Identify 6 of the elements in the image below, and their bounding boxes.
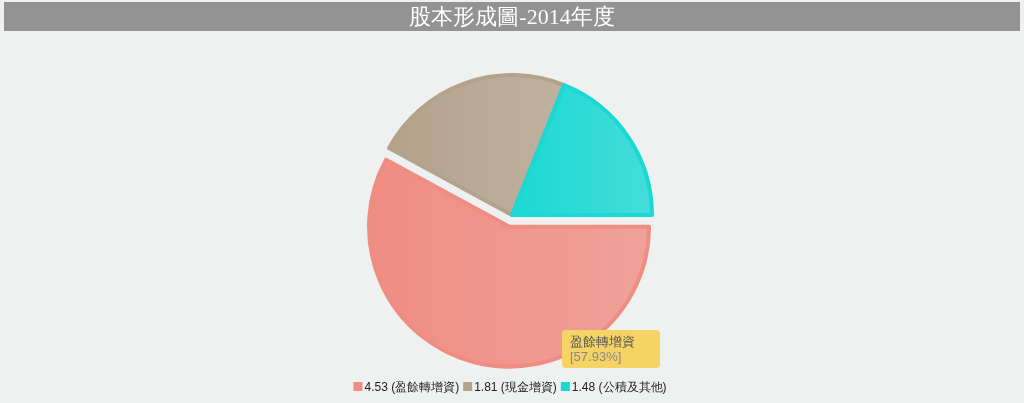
legend-label: 1.48 (公積及其他): [571, 380, 667, 394]
text: 盈餘轉增資 [57.93%]: [570, 334, 635, 364]
legend-label: 1.81 (現金增資): [474, 380, 557, 394]
legend-label: 4.53 (盈餘轉增資): [364, 380, 460, 394]
legend: 4.53 (盈餘轉增資) 1.81 (現金增資) 1.48 (公積及其他): [353, 380, 667, 394]
chart-title: 股本形成圖-2014年度: [409, 4, 615, 29]
